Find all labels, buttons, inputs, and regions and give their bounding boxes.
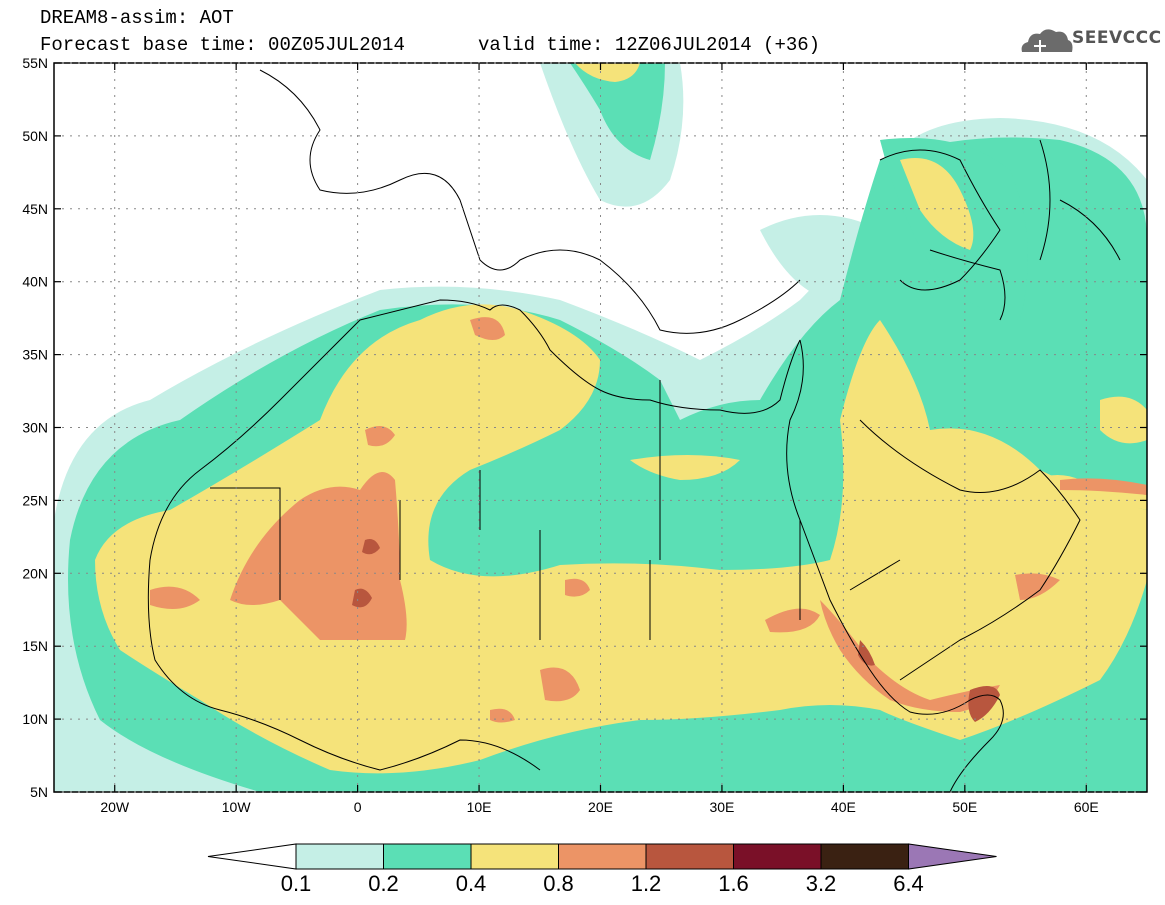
colorbar-above-triangle: [908, 843, 997, 870]
colorbar-bin: [295, 843, 384, 870]
logo-text: SEEVCCC: [1072, 28, 1162, 48]
colorbar: 0.1 0.2 0.4 0.8 1.2 1.6 3.2 6.4: [207, 843, 997, 896]
valid-time: valid time: 12Z06JUL2014 (+36): [478, 34, 821, 56]
colorbar-label: 1.2: [631, 871, 662, 896]
aot-layer-1.2: [352, 539, 1000, 722]
axis-ticks: 20W 10W 0 10E 20E 30E 40E 50E 60E 5N 10N 15N 20N 25N 3…: [22, 55, 1147, 815]
lat-tick-label: 5N: [30, 784, 48, 800]
lon-tick-label: 50E: [952, 799, 977, 815]
lon-tick-label: 40E: [831, 799, 856, 815]
forecast-base-time: Forecast base time: 00Z05JUL2014: [40, 34, 405, 56]
lon-tick-label: 10E: [467, 799, 492, 815]
colorbar-label: 0.2: [368, 871, 399, 896]
colorbar-label: 6.4: [893, 871, 924, 896]
cloud-icon: [1021, 29, 1073, 52]
lat-tick-label: 55N: [22, 55, 48, 71]
colorbar-label: 0.1: [281, 871, 312, 896]
lat-tick-label: 40N: [22, 274, 48, 290]
gridlines: [54, 62, 1147, 793]
lon-tick-label: 30E: [709, 799, 734, 815]
lat-tick-label: 20N: [22, 565, 48, 581]
coastlines: [147, 69, 1121, 792]
lon-tick-label: 20E: [588, 799, 613, 815]
lon-tick-label: 20W: [100, 799, 130, 815]
lat-tick-label: 10N: [22, 711, 48, 727]
lat-tick-label: 30N: [22, 420, 48, 436]
lat-tick-label: 15N: [22, 638, 48, 654]
colorbar-below-triangle: [207, 843, 297, 870]
lat-tick-label: 50N: [22, 128, 48, 144]
lat-tick-label: 25N: [22, 492, 48, 508]
colorbar-label: 0.4: [456, 871, 487, 896]
map-title: DREAM8-assim: AOT: [40, 7, 234, 29]
lon-tick-label: 10W: [222, 799, 252, 815]
colorbar-bin: [470, 843, 559, 870]
lat-tick-label: 45N: [22, 201, 48, 217]
colorbar-label: 0.8: [543, 871, 574, 896]
lon-tick-label: 60E: [1074, 799, 1099, 815]
colorbar-bin: [733, 843, 822, 870]
colorbar-bin: [645, 843, 734, 870]
colorbar-bin: [820, 843, 909, 870]
colorbar-label: 1.6: [718, 871, 749, 896]
lat-tick-label: 35N: [22, 347, 48, 363]
colorbar-bin: [383, 843, 472, 870]
lon-tick-label: 0: [354, 799, 362, 815]
colorbar-bin: [558, 843, 647, 870]
colorbar-label: 3.2: [806, 871, 837, 896]
